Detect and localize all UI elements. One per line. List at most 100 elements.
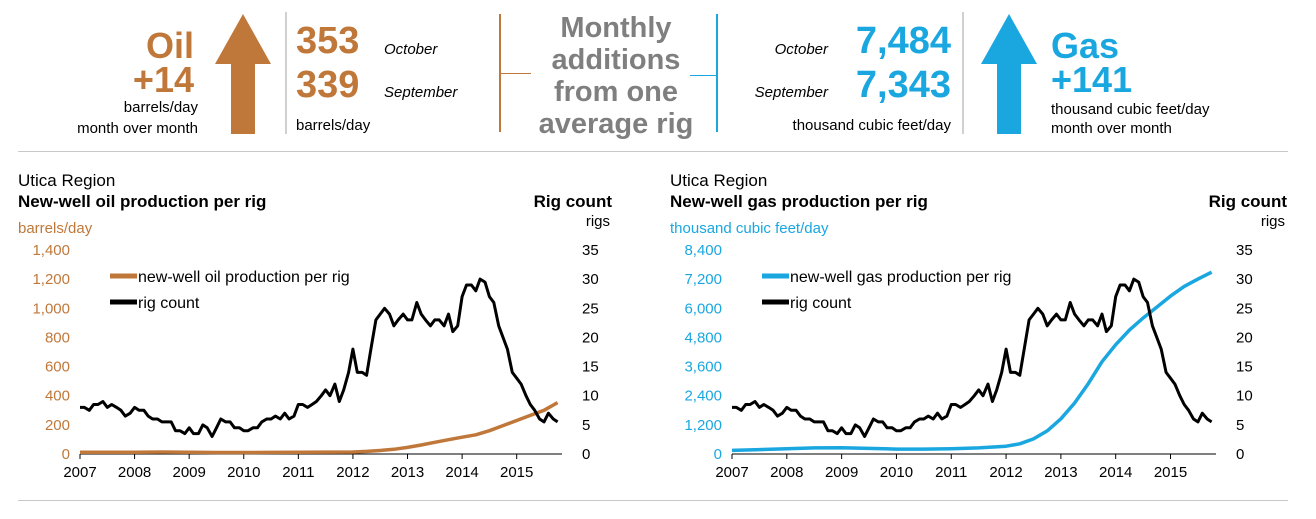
gas-chart-y2-label: rigs [1260, 213, 1285, 230]
oil-chart-y2-tick-label: 20 [582, 329, 599, 346]
oil-chart-legend-label: rig count [138, 295, 200, 312]
oil-change: +14 [132, 59, 194, 100]
gas-previous-month: September [754, 84, 828, 101]
oil-chart-y-tick-label: 600 [45, 359, 70, 376]
gas-chart-y-tick-label: 1,200 [684, 417, 722, 434]
oil-chart-x-tick-label: 2013 [391, 464, 424, 481]
oil-chart-y-tick-label: 800 [45, 329, 70, 346]
gas-chart-legend-label: new-well gas production per rig [790, 269, 1011, 286]
oil-name: Oil [145, 25, 194, 66]
gas-chart-x-tick-label: 2010 [880, 464, 913, 481]
center-label: Monthly additions from one average rig [526, 12, 706, 140]
oil-chart-y2-tick-label: 15 [582, 359, 599, 376]
gas-chart-y2-title: Rig count [1208, 192, 1287, 211]
gas-chart-x-tick-label: 2011 [935, 464, 967, 481]
oil-chart-y2-tick-label: 5 [582, 417, 590, 434]
gas-up-arrow-icon [981, 14, 1037, 134]
gas-chart-x-tick-label: 2009 [825, 464, 858, 481]
oil-chart-x-tick-label: 2012 [336, 464, 369, 481]
oil-current-value: 353 [296, 20, 360, 62]
gas-chart-y2-tick-label: 30 [1236, 271, 1253, 288]
gas-chart-y-tick-label: 0 [714, 446, 722, 463]
oil-chart-y-tick-label: 400 [45, 388, 70, 405]
gas-chart-x-tick-label: 2007 [715, 464, 748, 481]
gas-previous-value: 7,343 [855, 64, 951, 106]
oil-chart-x-tick-label: 2009 [172, 464, 205, 481]
gas-accent-tick [690, 75, 718, 76]
gas-current-month: October [774, 41, 828, 58]
gas-chart-y2-tick-label: 35 [1236, 242, 1253, 259]
oil-chart-x-tick-label: 2008 [118, 464, 151, 481]
gas-change-period: month over month [1051, 120, 1172, 137]
header-divider [962, 12, 964, 134]
gas-chart-y2-tick-label: 5 [1236, 417, 1244, 434]
oil-current-month: October [384, 41, 438, 58]
oil-chart-y2-label: rigs [585, 213, 610, 230]
gas-chart-x-tick-label: 2013 [1044, 464, 1077, 481]
oil-chart-x-tick-label: 2014 [445, 464, 478, 481]
oil-chart-y-label: barrels/day [18, 220, 93, 237]
gas-value-unit: thousand cubic feet/day [792, 117, 951, 134]
gas-chart-y-label: thousand cubic feet/day [670, 220, 829, 237]
gas-change: +141 [1051, 59, 1133, 100]
gas-chart-x-tick-label: 2008 [770, 464, 803, 481]
oil-chart-series-line-production [80, 401, 559, 455]
oil-chart-y-tick-label: 1,400 [32, 242, 70, 259]
gas-chart-y-tick-label: 7,200 [684, 271, 722, 288]
gas-chart-y-tick-label: 2,400 [684, 388, 722, 405]
gas-chart-y2-tick-label: 20 [1236, 329, 1253, 346]
oil-chart-x-tick-label: 2007 [63, 464, 96, 481]
gas-chart-x-tick-label: 2012 [989, 464, 1022, 481]
oil-chart-y-tick-label: 0 [62, 446, 70, 463]
oil-chart-y2-title: Rig count [533, 192, 612, 211]
gas-chart-series-line-production [731, 270, 1213, 453]
gas-chart-region: Utica Region [670, 171, 768, 190]
oil-chart-y2-tick-label: 35 [582, 242, 599, 259]
gas-chart-y2-tick-label: 15 [1236, 359, 1253, 376]
oil-chart-x-tick-label: 2015 [500, 464, 533, 481]
gas-chart-svg: 0 1,200 2,400 3,600 4,800 6,000 7,200 8,400 0 5 10… [684, 242, 1253, 481]
oil-chart-y2-tick-label: 30 [582, 271, 599, 288]
oil-chart-x-tick-label: 2011 [282, 464, 314, 481]
oil-chart-title: New-well oil production per rig [18, 192, 267, 211]
oil-chart-legend-label: new-well oil production per rig [138, 269, 350, 286]
oil-value-unit: barrels/day [296, 117, 371, 134]
center-label-line: average rig [538, 108, 694, 140]
oil-previous-value: 339 [296, 64, 360, 106]
oil-chart-y-tick-label: 1,200 [32, 271, 70, 288]
header-rule [18, 151, 1288, 152]
gas-current-value: 7,484 [855, 20, 951, 62]
oil-accent-tick [501, 73, 531, 74]
gas-chart-y2-tick-label: 0 [1236, 446, 1244, 463]
oil-chart-y-tick-label: 200 [45, 417, 70, 434]
oil-chart-x-tick-label: 2010 [227, 464, 260, 481]
oil-chart-y2-tick-label: 0 [582, 446, 590, 463]
center-label-line: Monthly [560, 12, 672, 44]
center-label-line: from one [553, 76, 679, 108]
gas-chart-y-tick-label: 8,400 [684, 242, 722, 259]
gas-chart-y2-tick-label: 10 [1236, 388, 1253, 405]
gas-chart-y2-tick-label: 25 [1236, 300, 1253, 317]
oil-chart-y-tick-label: 1,000 [32, 300, 70, 317]
oil-accent-line [499, 14, 501, 132]
footer-rule [18, 500, 1288, 501]
header-divider [285, 12, 287, 134]
gas-name: Gas [1051, 25, 1120, 66]
gas-chart-legend-label: rig count [790, 295, 852, 312]
oil-chart-y2-tick-label: 10 [582, 388, 599, 405]
gas-chart-title: New-well gas production per rig [670, 192, 928, 211]
oil-chart-svg: 0 200 400 600 800 1,000 1,200 1,400 0 5 10 15 20 25 30… [32, 242, 599, 481]
gas-chart-y-tick-label: 6,000 [684, 300, 722, 317]
oil-chart-region: Utica Region [18, 171, 116, 190]
oil-chart-y2-tick-label: 25 [582, 300, 599, 317]
gas-chart-x-tick-label: 2015 [1154, 464, 1187, 481]
gas-chart-y-tick-label: 4,800 [684, 329, 722, 346]
oil-change-unit: barrels/day [123, 99, 198, 116]
gas-chart-y-tick-label: 3,600 [684, 359, 722, 376]
oil-change-period: month over month [77, 120, 198, 137]
oil-previous-month: September [384, 84, 458, 101]
center-label-line: additions [551, 44, 681, 76]
gas-chart-x-tick-label: 2014 [1099, 464, 1132, 481]
oil-up-arrow-icon [215, 14, 271, 134]
gas-accent-line [716, 14, 718, 132]
